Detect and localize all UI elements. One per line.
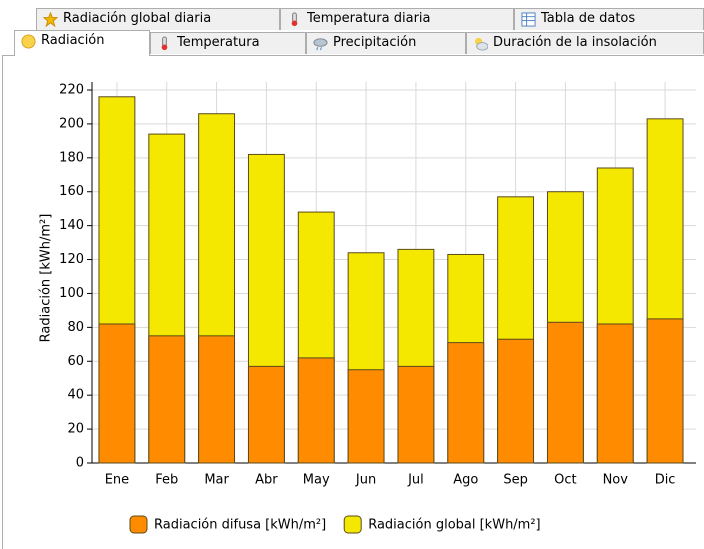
tab-label: Radiación: [41, 33, 105, 48]
bar: [397, 365, 435, 464]
bar: [198, 335, 236, 464]
y-tick-label: 160: [59, 184, 84, 199]
legend-label: Radiación global [kWh/m²]: [368, 518, 540, 533]
y-tick-label: 80: [67, 320, 84, 335]
bar: [596, 323, 634, 464]
bar: [98, 323, 136, 464]
thermometer-icon: [291, 12, 298, 27]
legend-swatch: [129, 515, 148, 534]
sun-cloud-icon: [474, 37, 488, 51]
x-tick-label: Sep: [503, 473, 528, 488]
y-tick-label: 20: [67, 422, 84, 437]
x-tick-label: Ene: [105, 473, 129, 488]
y-tick-label: 180: [59, 150, 84, 165]
y-tick-label: 220: [59, 83, 84, 98]
tab[interactable]: Radiación global diaria: [36, 8, 280, 30]
x-tick-label: Ago: [453, 473, 478, 488]
x-tick-label: Mar: [204, 473, 229, 488]
tab-label: Temperatura: [177, 35, 260, 50]
legend-swatch: [343, 515, 362, 534]
y-tick-label: 0: [76, 456, 84, 471]
bar: [646, 318, 684, 464]
x-tick-label: Abr: [255, 473, 278, 488]
y-tick-label: 60: [67, 354, 84, 369]
tab-selected[interactable]: Radiación: [14, 30, 150, 56]
bar: [447, 342, 485, 464]
tab[interactable]: Tabla de datos: [514, 8, 704, 30]
x-tick-label: Jul: [407, 473, 424, 488]
tab-label: Radiación global diaria: [63, 11, 212, 26]
legend-label: Radiación difusa [kWh/m²]: [154, 518, 326, 533]
bar: [347, 369, 385, 464]
table-icon: [521, 12, 536, 27]
x-tick-label: Dic: [655, 473, 676, 488]
x-tick-label: Oct: [554, 473, 576, 488]
tab[interactable]: Temperatura: [150, 32, 306, 54]
bar: [546, 321, 584, 464]
y-tick-label: 40: [67, 388, 84, 403]
bar: [497, 338, 535, 464]
tab-label: Tabla de datos: [541, 11, 636, 26]
y-tick-label: 140: [59, 218, 84, 233]
tab-label: Precipitación: [333, 35, 417, 50]
tab[interactable]: Precipitación: [306, 32, 466, 54]
x-tick-label: Nov: [603, 473, 629, 488]
y-tick-label: 200: [59, 116, 84, 131]
star-icon: [43, 12, 58, 27]
x-tick-label: Jun: [355, 473, 376, 488]
rain-icon: [313, 38, 328, 51]
sun-icon: [21, 34, 36, 49]
tab[interactable]: Duración de la insolación: [466, 32, 704, 54]
y-tick-label: 120: [59, 252, 84, 267]
y-tick-label: 100: [59, 286, 84, 301]
x-tick-label: Feb: [155, 473, 178, 488]
bar: [297, 357, 335, 464]
bar: [247, 365, 285, 464]
thermometer-icon: [161, 36, 168, 51]
x-tick-label: May: [303, 473, 330, 488]
tab-label: Duración de la insolación: [493, 35, 657, 50]
bar: [148, 335, 186, 464]
y-axis-label: Radiación [kWh/m²]: [39, 214, 54, 343]
tab-label: Temperatura diaria: [307, 11, 431, 26]
tab[interactable]: Temperatura diaria: [280, 8, 514, 30]
